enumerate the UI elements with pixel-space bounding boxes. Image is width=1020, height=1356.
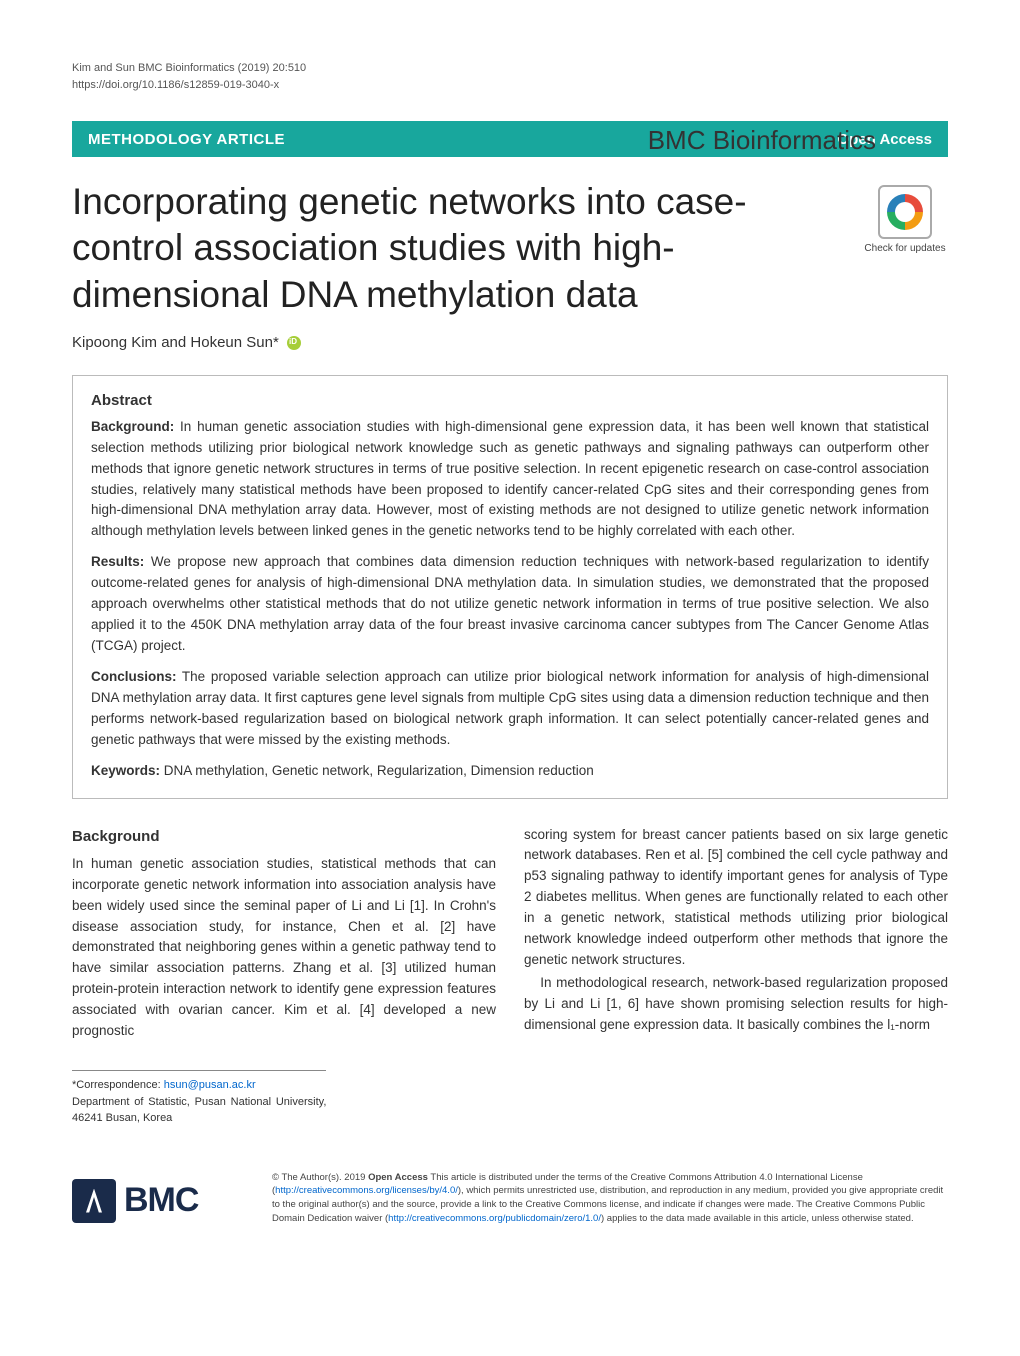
correspondence-label: *Correspondence: bbox=[72, 1079, 164, 1091]
abstract-conclusions-label: Conclusions: bbox=[91, 669, 177, 684]
right-column: scoring system for breast cancer patient… bbox=[524, 825, 948, 1127]
license-pre: © The Author(s). 2019 bbox=[272, 1172, 368, 1183]
correspondence-affiliation: Department of Statistic, Pusan National … bbox=[72, 1096, 326, 1125]
bmc-mark-icon bbox=[72, 1179, 116, 1223]
correspondence-email[interactable]: hsun@pusan.ac.kr bbox=[164, 1079, 256, 1091]
abstract-results-label: Results: bbox=[91, 554, 144, 569]
author-line: Kipoong Kim and Hokeun Sun* bbox=[72, 334, 948, 351]
abstract-results: Results: We propose new approach that co… bbox=[91, 552, 929, 657]
body-col2-p1: scoring system for breast cancer patient… bbox=[524, 825, 948, 971]
body-columns: Background In human genetic association … bbox=[72, 825, 948, 1127]
license-text: © The Author(s). 2019 Open Access This a… bbox=[272, 1171, 948, 1226]
journal-name: BMC Bioinformatics bbox=[648, 125, 876, 156]
footer: BMC © The Author(s). 2019 Open Access Th… bbox=[72, 1161, 948, 1231]
body-col1-text: In human genetic association studies, st… bbox=[72, 854, 496, 1042]
abstract-background-label: Background: bbox=[91, 419, 174, 434]
author-names: Kipoong Kim and Hokeun Sun* bbox=[72, 334, 279, 351]
keywords-label: Keywords: bbox=[91, 763, 160, 778]
license-t3: ) applies to the data made available in … bbox=[601, 1213, 914, 1224]
crossmark-widget[interactable]: Check for updates bbox=[862, 179, 948, 254]
keywords-text: DNA methylation, Genetic network, Regula… bbox=[160, 763, 594, 778]
license-link-2[interactable]: http://creativecommons.org/publicdomain/… bbox=[388, 1213, 601, 1224]
license-oa: Open Access bbox=[368, 1172, 428, 1183]
abstract-box: Abstract Background: In human genetic as… bbox=[72, 375, 948, 799]
correspondence-block: *Correspondence: hsun@pusan.ac.kr Depart… bbox=[72, 1070, 326, 1127]
running-head-text: Kim and Sun BMC Bioinformatics (2019) 20… bbox=[72, 62, 306, 74]
body-col2-p2: In methodological research, network-base… bbox=[524, 973, 948, 1036]
keywords-line: Keywords: DNA methylation, Genetic netwo… bbox=[91, 761, 929, 782]
abstract-results-text: We propose new approach that combines da… bbox=[91, 554, 929, 653]
running-head: Kim and Sun BMC Bioinformatics (2019) 20… bbox=[72, 60, 948, 93]
license-link-1[interactable]: http://creativecommons.org/licenses/by/4… bbox=[275, 1185, 458, 1196]
orcid-icon[interactable] bbox=[287, 336, 301, 350]
article-title: Incorporating genetic networks into case… bbox=[72, 179, 838, 318]
abstract-heading: Abstract bbox=[91, 392, 929, 409]
abstract-conclusions: Conclusions: The proposed variable selec… bbox=[91, 667, 929, 751]
bmc-wordmark: BMC bbox=[124, 1181, 198, 1220]
left-column: Background In human genetic association … bbox=[72, 825, 496, 1127]
bmc-logo: BMC bbox=[72, 1171, 252, 1231]
abstract-conclusions-text: The proposed variable selection approach… bbox=[91, 669, 929, 747]
crossmark-icon bbox=[878, 185, 932, 239]
background-heading: Background bbox=[72, 825, 496, 848]
abstract-background-text: In human genetic association studies wit… bbox=[91, 419, 929, 539]
crossmark-label: Check for updates bbox=[864, 243, 945, 254]
doi-text: https://doi.org/10.1186/s12859-019-3040-… bbox=[72, 79, 279, 91]
abstract-background: Background: In human genetic association… bbox=[91, 417, 929, 543]
